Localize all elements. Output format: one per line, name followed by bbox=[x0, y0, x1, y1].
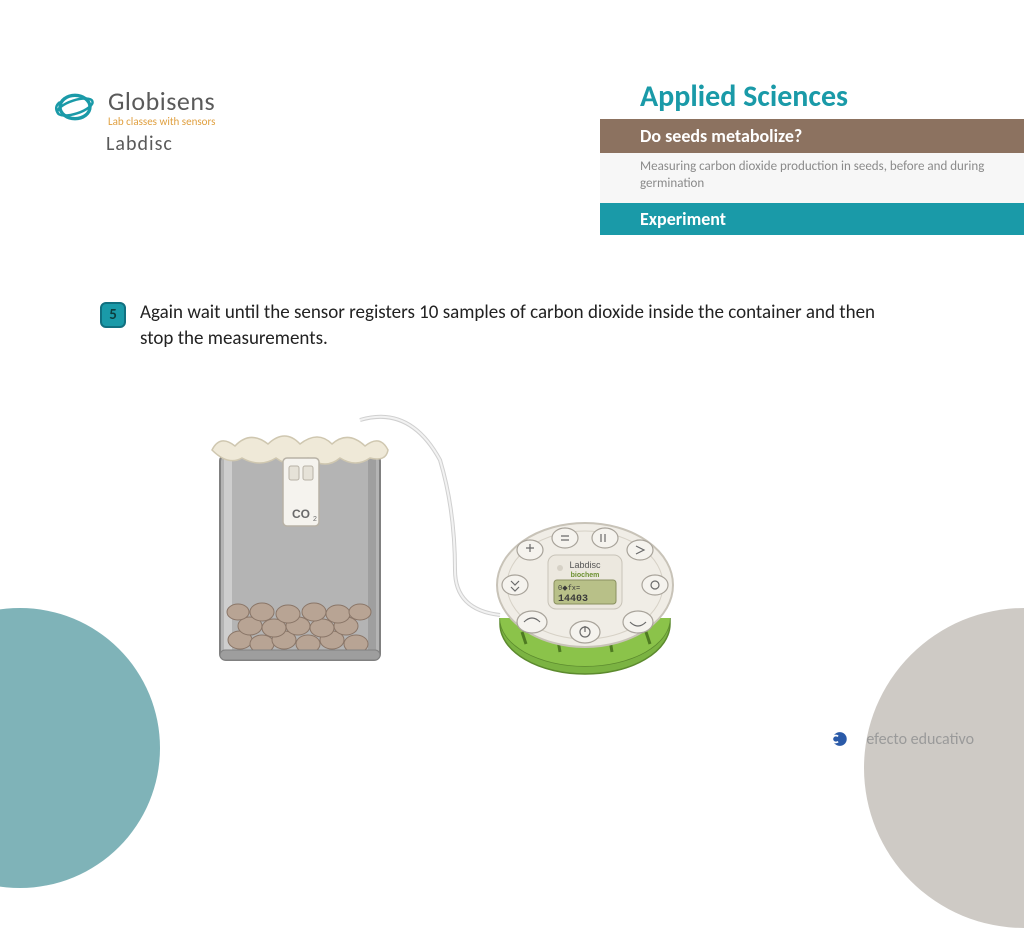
step-row: 5 Again wait until the sensor registers … bbox=[100, 300, 880, 351]
svg-text:CO: CO bbox=[292, 507, 310, 521]
footer-icon bbox=[832, 728, 858, 750]
decor-circle-left bbox=[0, 608, 160, 888]
seeds bbox=[227, 603, 371, 653]
brand-product: Labdisc bbox=[106, 132, 215, 156]
lesson-subtitle: Measuring carbon dioxide production in s… bbox=[600, 153, 1024, 203]
header-right: Applied Sciences Do seeds metabolize? Me… bbox=[600, 78, 1024, 235]
footer-text: efecto educativo bbox=[866, 730, 974, 749]
device-reading: 14403 bbox=[558, 594, 588, 605]
svg-text:Labdisc: Labdisc bbox=[569, 560, 601, 570]
lesson-title: Do seeds metabolize? bbox=[600, 119, 1024, 153]
svg-text:biochem: biochem bbox=[571, 572, 600, 579]
co2-sensor: CO 2 bbox=[283, 458, 319, 526]
step-text: Again wait until the sensor registers 10… bbox=[140, 300, 880, 351]
section-label: Experiment bbox=[600, 203, 1024, 235]
decor-circle-right bbox=[864, 608, 1024, 928]
globe-icon bbox=[50, 87, 100, 127]
category-title: Applied Sciences bbox=[640, 78, 1024, 115]
svg-text:2: 2 bbox=[313, 516, 317, 523]
brand-block: Globisens Lab classes with sensors Labdi… bbox=[50, 85, 215, 156]
brand-tagline: Lab classes with sensors bbox=[108, 115, 215, 128]
footer-brand: efecto educativo bbox=[832, 728, 974, 750]
svg-text:0◆fx=: 0◆fx= bbox=[558, 585, 580, 593]
jar: CO 2 bbox=[212, 436, 388, 660]
experiment-diagram: CO 2 bbox=[180, 400, 700, 680]
step-number-badge: 5 bbox=[100, 302, 126, 328]
brand-name: Globisens bbox=[108, 85, 215, 117]
labdisc-device: Labdisc biochem 0◆fx= 14403 bbox=[497, 523, 673, 674]
